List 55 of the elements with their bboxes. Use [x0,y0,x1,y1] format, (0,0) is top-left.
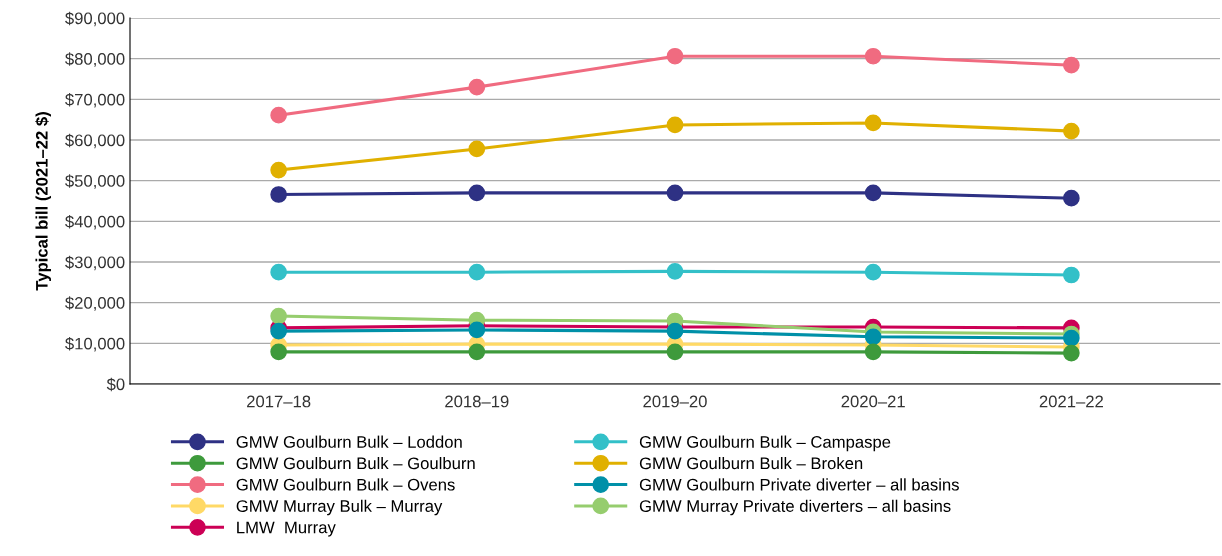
point [864,328,882,346]
point [666,343,684,361]
point [468,78,486,96]
y-tick-label: $20,000 [65,296,125,311]
point [468,263,486,281]
point [270,186,287,203]
point [468,184,486,202]
point [270,161,287,179]
legend-label: GMW Goulburn Bulk – Goulburn [236,456,475,470]
legend-label: GMW Goulburn Bulk – Ovens [236,478,455,491]
point [864,47,882,65]
y-tick-label: $90,000 [65,11,125,27]
x-tick-label: 2017–18 [247,395,311,408]
point [1063,344,1080,362]
legend-label: GMW Goulburn Bulk – Broken [639,456,863,470]
point [270,106,287,124]
point [666,47,684,65]
x-tick-label: 2020–21 [841,395,905,408]
x-tick-label: 2019–20 [643,395,707,408]
x-tick-label: 2021–22 [1039,395,1103,408]
point [270,307,287,325]
point [270,343,287,361]
point [1063,189,1080,207]
y-tick-label: $30,000 [65,255,125,271]
y-tick-label: $40,000 [65,215,125,230]
point [666,116,684,134]
y-tick-label: $50,000 [65,174,125,189]
legend-label: GMW Goulburn Private diverter – all basins [639,478,959,491]
y-tick-label: $70,000 [65,93,125,108]
point [666,263,684,280]
y-tick-label: $0 [106,377,125,392]
point [864,263,882,281]
y-tick-label: $80,000 [65,52,125,67]
y-tick-label: $60,000 [65,133,125,149]
point [468,321,486,339]
point [468,140,486,158]
x-tick-label: 2018–19 [445,395,509,408]
point [864,184,882,202]
legend-label: LMW Murray [237,521,336,537]
point [468,343,486,361]
point [270,263,287,281]
y-axis-title: Typical bill (2021–22 $) [35,112,52,291]
point [864,343,882,361]
y-tick-label: $10,000 [65,337,125,352]
legend-label: GMW Murray Bulk – Murray [236,499,443,516]
point [1063,122,1080,140]
point [666,184,684,202]
point [864,114,882,132]
point [1063,329,1080,347]
legend-label: GMW Goulburn Bulk – Loddon [236,435,462,448]
point [666,322,684,340]
point [1063,266,1080,284]
legend-label: GMW Murray Private diverters – all basins [639,499,951,516]
legend-label: GMW Goulburn Bulk – Campaspe [639,435,891,452]
point [1063,56,1080,74]
